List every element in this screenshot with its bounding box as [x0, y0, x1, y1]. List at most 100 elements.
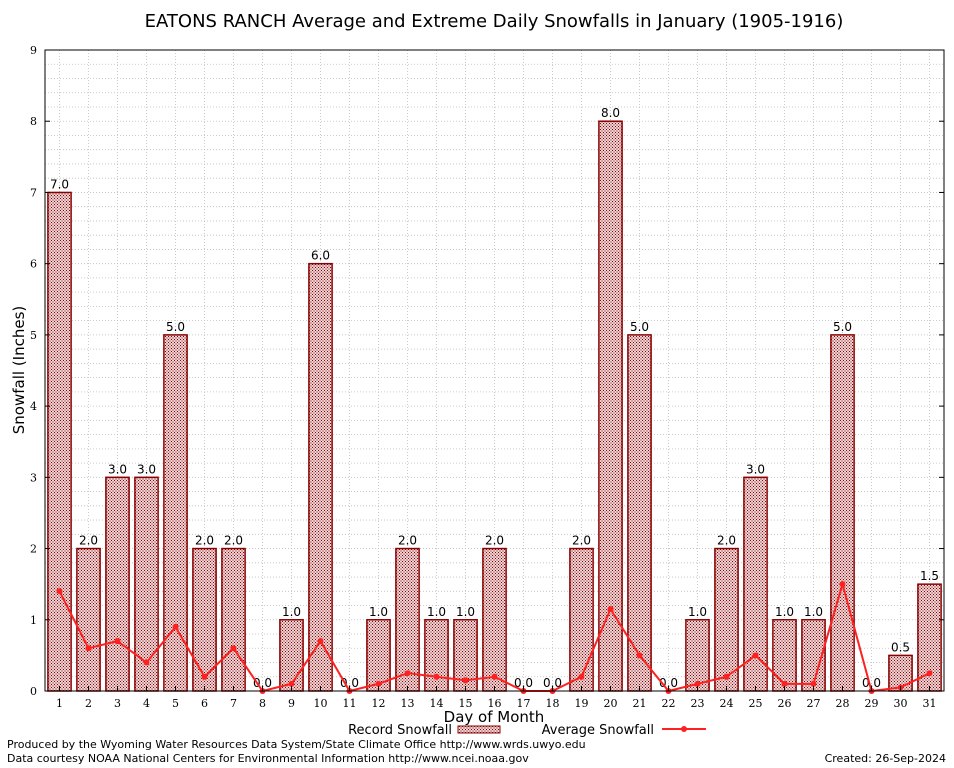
- average-point: [56, 588, 63, 595]
- record-bar: [569, 547, 594, 692]
- record-bar-value-label: 1.5: [920, 569, 939, 583]
- record-bar-value-label: 1.0: [282, 605, 301, 619]
- y-tick-label: 5: [30, 329, 37, 342]
- x-tick-label: 4: [143, 697, 150, 710]
- record-bar-value-label: 0.0: [340, 676, 359, 690]
- record-bar-value-label: 1.0: [688, 605, 707, 619]
- x-tick-label: 17: [517, 697, 531, 710]
- y-tick-label: 1: [30, 614, 37, 627]
- x-tick-label: 5: [172, 697, 179, 710]
- average-point: [491, 673, 498, 680]
- record-bar: [772, 619, 797, 692]
- average-point: [143, 659, 150, 666]
- record-bar: [482, 547, 507, 692]
- y-tick-label: 3: [30, 471, 37, 484]
- average-point: [317, 638, 324, 645]
- average-point: [462, 677, 469, 684]
- x-tick-label: 26: [778, 697, 792, 710]
- average-point: [723, 673, 730, 680]
- average-point: [288, 680, 295, 687]
- x-tick-label: 28: [836, 697, 850, 710]
- record-bar-value-label: 1.0: [456, 605, 475, 619]
- x-tick-label: 7: [230, 697, 237, 710]
- x-tick-label: 13: [401, 697, 415, 710]
- record-bar-value-label: 0.0: [514, 676, 533, 690]
- record-bar: [627, 334, 652, 692]
- record-bar: [830, 334, 855, 692]
- record-bar-value-label: 1.0: [369, 605, 388, 619]
- record-bar-value-label: 2.0: [572, 534, 591, 548]
- legend-label-record: Record Snowfall: [348, 723, 452, 738]
- record-bar-value-label: 5.0: [166, 320, 185, 334]
- x-tick-label: 11: [343, 697, 357, 710]
- x-tick-label: 21: [633, 697, 647, 710]
- x-tick-label: 8: [259, 697, 266, 710]
- record-bar: [76, 547, 101, 692]
- average-point: [926, 670, 933, 677]
- record-bar-value-label: 2.0: [224, 534, 243, 548]
- x-tick-label: 2: [85, 697, 92, 710]
- x-tick-label: 12: [372, 697, 386, 710]
- record-bar-value-label: 6.0: [311, 249, 330, 263]
- record-bar-value-label: 0.5: [891, 640, 910, 654]
- x-tick-label: 10: [314, 697, 328, 710]
- average-point: [839, 581, 846, 588]
- record-bar: [134, 476, 159, 692]
- record-bar-value-label: 3.0: [137, 462, 156, 476]
- record-bar-value-label: 3.0: [108, 462, 127, 476]
- record-bar-value-label: 0.0: [543, 676, 562, 690]
- x-tick-label: 29: [865, 697, 879, 710]
- average-point: [607, 606, 614, 613]
- x-tick-label: 16: [488, 697, 502, 710]
- average-point: [781, 680, 788, 687]
- record-bar-value-label: 2.0: [79, 534, 98, 548]
- record-bar-value-label: 5.0: [630, 320, 649, 334]
- average-point: [636, 652, 643, 659]
- x-tick-label: 3: [114, 697, 121, 710]
- x-tick-label: 15: [459, 697, 473, 710]
- y-tick-label: 4: [30, 400, 37, 413]
- x-tick-label: 1: [56, 697, 63, 710]
- record-bar-value-label: 2.0: [717, 534, 736, 548]
- record-bar: [743, 476, 768, 692]
- footer-source: Data courtesy NOAA National Centers for …: [7, 752, 529, 765]
- chart-title: EATONS RANCH Average and Extreme Daily S…: [145, 11, 844, 32]
- x-tick-label: 22: [662, 697, 676, 710]
- y-tick-label: 9: [30, 44, 37, 57]
- x-tick-label: 20: [604, 697, 618, 710]
- legend: Record Snowfall Average Snowfall: [348, 723, 706, 738]
- y-tick-label: 7: [30, 186, 37, 199]
- footer-created: Created: 26-Sep-2024: [824, 752, 946, 765]
- legend-marker-average: [681, 726, 687, 732]
- record-bar-value-label: 3.0: [746, 462, 765, 476]
- record-bar: [424, 619, 449, 692]
- average-point: [694, 680, 701, 687]
- record-bar: [279, 619, 304, 692]
- y-tick-label: 2: [30, 543, 37, 556]
- average-point: [404, 670, 411, 677]
- x-tick-label: 6: [201, 697, 208, 710]
- x-tick-label: 19: [575, 697, 589, 710]
- average-point: [578, 673, 585, 680]
- footer-producer: Produced by the Wyoming Water Resources …: [7, 738, 586, 751]
- record-bar: [221, 547, 246, 692]
- x-axis-label: Day of Month: [444, 708, 545, 726]
- record-bar-value-label: 7.0: [50, 177, 69, 191]
- x-tick-label: 25: [749, 697, 763, 710]
- record-bar: [308, 262, 333, 692]
- x-tick-label: 18: [546, 697, 560, 710]
- average-point: [114, 638, 121, 645]
- record-bar-value-label: 2.0: [485, 534, 504, 548]
- y-tick-label: 6: [30, 258, 37, 271]
- x-tick-label: 30: [894, 697, 908, 710]
- record-bar: [685, 619, 710, 692]
- average-point: [85, 645, 92, 652]
- average-point: [230, 645, 237, 652]
- average-point: [375, 680, 382, 687]
- average-point: [201, 673, 208, 680]
- x-tick-label: 23: [691, 697, 705, 710]
- record-bar-value-label: 1.0: [804, 605, 823, 619]
- legend-swatch-record: [457, 725, 501, 734]
- record-bar-value-label: 2.0: [398, 534, 417, 548]
